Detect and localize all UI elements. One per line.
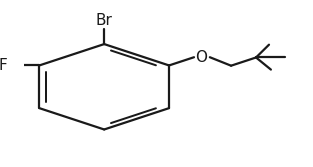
- Text: Br: Br: [96, 14, 113, 29]
- Text: F: F: [0, 58, 8, 73]
- Text: O: O: [195, 50, 207, 65]
